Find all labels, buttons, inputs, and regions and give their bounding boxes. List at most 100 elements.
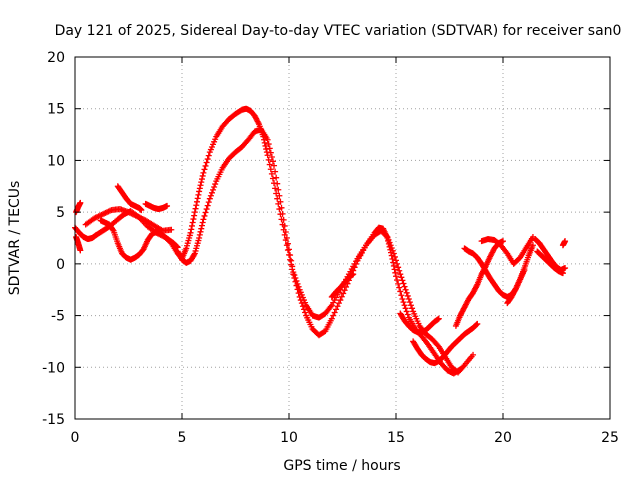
data-point	[200, 169, 207, 176]
data-point	[202, 162, 209, 169]
data-point	[174, 243, 181, 250]
data-point	[404, 311, 411, 318]
axis-ticks: 0 5 10 15 20 25 -15 -10 -5 0 5 10 15 20	[42, 50, 619, 446]
data-point	[193, 202, 200, 209]
data-point	[299, 303, 306, 310]
data-point	[529, 242, 536, 249]
data-point	[282, 228, 289, 235]
data-point	[211, 183, 218, 190]
data-point	[350, 271, 357, 278]
data-point	[203, 206, 210, 213]
data-point	[328, 315, 335, 322]
data-point	[194, 195, 201, 202]
data-point	[287, 252, 294, 259]
data-point	[288, 257, 295, 264]
data-point	[340, 290, 347, 297]
data-point	[337, 297, 344, 304]
data-point	[276, 192, 283, 199]
data-point	[191, 212, 198, 219]
series-track-p	[534, 248, 566, 277]
data-point	[330, 312, 337, 319]
data-point	[273, 174, 280, 181]
data-point	[300, 306, 307, 313]
data-point	[271, 162, 278, 169]
chart-title: Day 121 of 2025, Sidereal Day-to-day VTE…	[55, 23, 622, 39]
series-track-a	[72, 105, 464, 377]
data-point	[272, 185, 279, 192]
data-point	[399, 296, 406, 303]
data-point	[399, 277, 406, 284]
data-point	[392, 269, 399, 276]
y-tick-label: 10	[47, 153, 65, 169]
data-point	[198, 176, 205, 183]
series-track-b	[174, 126, 477, 376]
data-point	[198, 222, 205, 229]
data-point	[277, 198, 284, 205]
data-point	[204, 156, 211, 163]
data-point	[435, 315, 442, 322]
data-point	[281, 231, 288, 238]
data-point	[403, 308, 410, 315]
x-tick-label: 10	[280, 430, 298, 446]
data-point	[189, 219, 196, 226]
data-point	[333, 306, 340, 313]
data-point	[286, 246, 292, 253]
data-point	[290, 269, 297, 276]
data-point	[267, 166, 274, 173]
data-point	[190, 216, 197, 223]
series-track-e	[114, 183, 145, 214]
data-point	[394, 277, 401, 284]
data-point	[269, 175, 276, 182]
data-point	[279, 210, 286, 217]
data-point	[338, 293, 345, 300]
data-point	[385, 236, 392, 243]
data-point	[331, 309, 338, 316]
series-track-f	[142, 200, 171, 213]
data-point	[302, 309, 309, 316]
data-point	[267, 149, 274, 156]
data-point	[280, 216, 287, 223]
series-track-g	[73, 199, 84, 216]
data-point	[188, 222, 195, 229]
data-point	[395, 264, 402, 271]
data-point	[201, 212, 208, 219]
data-point	[199, 219, 206, 226]
data-point	[203, 159, 210, 166]
data-point	[197, 182, 204, 189]
data-point	[334, 303, 341, 310]
data-point	[261, 139, 268, 146]
x-tick-label: 25	[601, 430, 619, 446]
data-point	[269, 158, 276, 165]
data-point	[404, 292, 411, 299]
data-point	[397, 288, 404, 295]
data-point	[406, 299, 413, 306]
data-point	[390, 262, 397, 269]
y-tick-label: -15	[42, 412, 65, 428]
data-point	[266, 161, 273, 168]
data-point	[389, 247, 396, 254]
y-tick-label: 5	[56, 205, 65, 221]
x-tick-label: 20	[494, 430, 512, 446]
data-point	[395, 280, 402, 287]
data-points	[72, 105, 569, 377]
data-point	[265, 141, 272, 148]
data-point	[396, 267, 403, 274]
data-point	[393, 273, 399, 280]
data-point	[263, 146, 270, 153]
data-point	[402, 305, 409, 312]
data-point	[284, 247, 291, 254]
data-point	[396, 284, 403, 291]
data-point	[403, 289, 410, 296]
data-point	[192, 205, 199, 212]
data-point	[294, 280, 301, 287]
data-point	[401, 302, 408, 309]
data-point	[400, 280, 407, 287]
data-point	[200, 216, 207, 223]
y-tick-label: 15	[47, 102, 65, 118]
data-point	[401, 283, 408, 290]
y-tick-label: 20	[47, 50, 65, 66]
data-point	[281, 222, 288, 229]
data-point	[205, 152, 212, 159]
data-point	[204, 202, 211, 209]
